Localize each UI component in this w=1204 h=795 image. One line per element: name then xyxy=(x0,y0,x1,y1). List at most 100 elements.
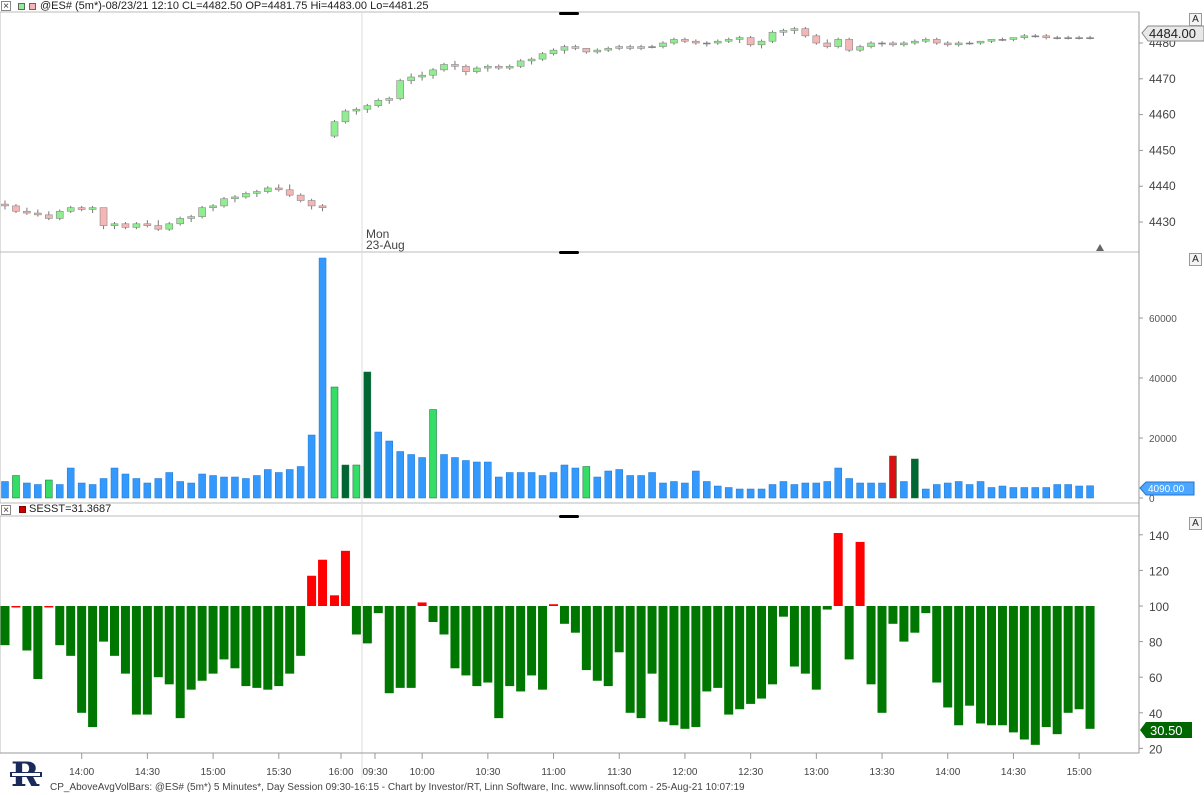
sesst-bar xyxy=(636,606,646,719)
price-tick-label: 4460 xyxy=(1149,108,1176,122)
candle-body xyxy=(670,39,678,44)
sesst-bar xyxy=(186,606,196,690)
candle-body xyxy=(451,64,459,67)
price-autoscale-button[interactable]: A xyxy=(1189,13,1202,26)
candle-body xyxy=(911,40,919,44)
sesst-bar xyxy=(340,550,350,606)
sesst-bar xyxy=(483,606,493,683)
sesst-bar xyxy=(592,606,602,681)
candle-body xyxy=(943,42,952,46)
close-price-panel-icon[interactable]: × xyxy=(1,1,11,12)
volume-bar xyxy=(253,475,261,499)
candle-body xyxy=(352,108,361,112)
volume-bar xyxy=(922,488,930,499)
sesst-bar xyxy=(899,606,909,642)
volume-bar xyxy=(659,482,667,499)
volume-bar xyxy=(143,482,152,499)
candle-body xyxy=(735,37,744,40)
volume-autoscale-button[interactable]: A xyxy=(1189,253,1202,266)
candle-body xyxy=(867,42,875,47)
sesst-bar xyxy=(603,606,613,687)
volume-tick-label: 0 xyxy=(1149,494,1155,505)
candle-body xyxy=(582,48,591,53)
candle-body xyxy=(648,46,656,48)
sesst-bar xyxy=(965,606,975,706)
investor-rt-logo-icon: R xyxy=(10,756,42,794)
candle-body xyxy=(768,31,777,42)
candle-body xyxy=(374,99,383,106)
candle-body xyxy=(659,42,667,47)
volume-bar xyxy=(12,475,20,499)
volume-bar xyxy=(790,484,799,499)
candle-body xyxy=(88,207,97,210)
sesst-bar xyxy=(516,606,526,692)
sesst-bar xyxy=(811,606,821,690)
volume-bar xyxy=(746,488,755,499)
sesst-bar xyxy=(549,604,558,606)
sesst-histogram xyxy=(0,533,1095,745)
symbol-header[interactable]: @ES# (5m*)-08/23/21 12:10 CL=4482.50 OP=… xyxy=(40,0,429,12)
indicator-tick-label: 80 xyxy=(1149,636,1163,650)
sesst-bar xyxy=(581,606,591,671)
volume-bar xyxy=(198,473,206,499)
sesst-bar xyxy=(88,606,98,728)
volume-bar xyxy=(878,482,886,499)
volume-bar xyxy=(549,472,558,499)
candle-body xyxy=(812,35,821,44)
candle-body xyxy=(560,46,569,51)
sesst-bar xyxy=(1041,606,1051,728)
price-tick-label: 4430 xyxy=(1149,215,1176,229)
candle-body xyxy=(1,203,9,207)
volume-bar xyxy=(165,472,173,499)
sesst-bar xyxy=(680,606,690,729)
volume-bar xyxy=(845,478,853,499)
x-tick-label: 15:30 xyxy=(266,767,291,778)
volume-bar xyxy=(954,481,963,499)
candle-body xyxy=(396,80,405,99)
volume-panel-resize-handle[interactable] xyxy=(559,251,579,254)
candle-body xyxy=(779,30,788,33)
x-tick-label: 16:00 xyxy=(328,767,353,778)
scroll-marker-icon[interactable] xyxy=(1096,244,1104,251)
volume-bar xyxy=(264,469,272,499)
sesst-bar xyxy=(1074,606,1084,710)
price-current-tag: 4484.00 xyxy=(1141,25,1204,42)
volume-bar xyxy=(154,478,163,499)
candle-body xyxy=(253,191,261,194)
sesst-bar xyxy=(1085,606,1095,729)
candle-body xyxy=(385,98,394,101)
x-tick-label: 15:00 xyxy=(201,767,226,778)
sesst-bar xyxy=(538,606,548,690)
candle-body xyxy=(1064,37,1072,39)
sesst-bar xyxy=(888,606,898,624)
candle-body xyxy=(900,42,908,46)
candle-body xyxy=(363,105,372,110)
volume-bar xyxy=(330,386,339,499)
volume-bar xyxy=(900,481,908,499)
volume-bar xyxy=(1,481,9,499)
candle-body xyxy=(231,196,239,200)
indicator-panel-resize-handle[interactable] xyxy=(559,515,579,518)
x-tick-label: 14:30 xyxy=(1001,767,1026,778)
candle-body xyxy=(341,110,350,123)
candle-body xyxy=(1031,35,1040,38)
sesst-bar xyxy=(954,606,964,726)
candle-body xyxy=(626,46,634,49)
volume-bar xyxy=(527,472,536,499)
volume-panel-frame xyxy=(0,251,1140,504)
volume-bar xyxy=(692,470,700,499)
candle-body xyxy=(1042,35,1051,38)
candle-body xyxy=(176,218,184,225)
indicator-current-tag: 30.50 xyxy=(1140,722,1192,738)
candle-body xyxy=(263,187,272,192)
close-indicator-panel-icon[interactable]: × xyxy=(1,505,11,516)
volume-bar xyxy=(812,482,821,499)
indicator-autoscale-button[interactable]: A xyxy=(1189,517,1202,530)
price-panel-resize-handle[interactable] xyxy=(559,12,579,15)
sesst-bar xyxy=(120,606,130,674)
indicator-title[interactable]: SESST=31.3687 xyxy=(29,503,112,515)
x-tick-label: 13:30 xyxy=(870,767,895,778)
candle-body xyxy=(889,42,897,46)
volume-bar xyxy=(99,478,108,499)
